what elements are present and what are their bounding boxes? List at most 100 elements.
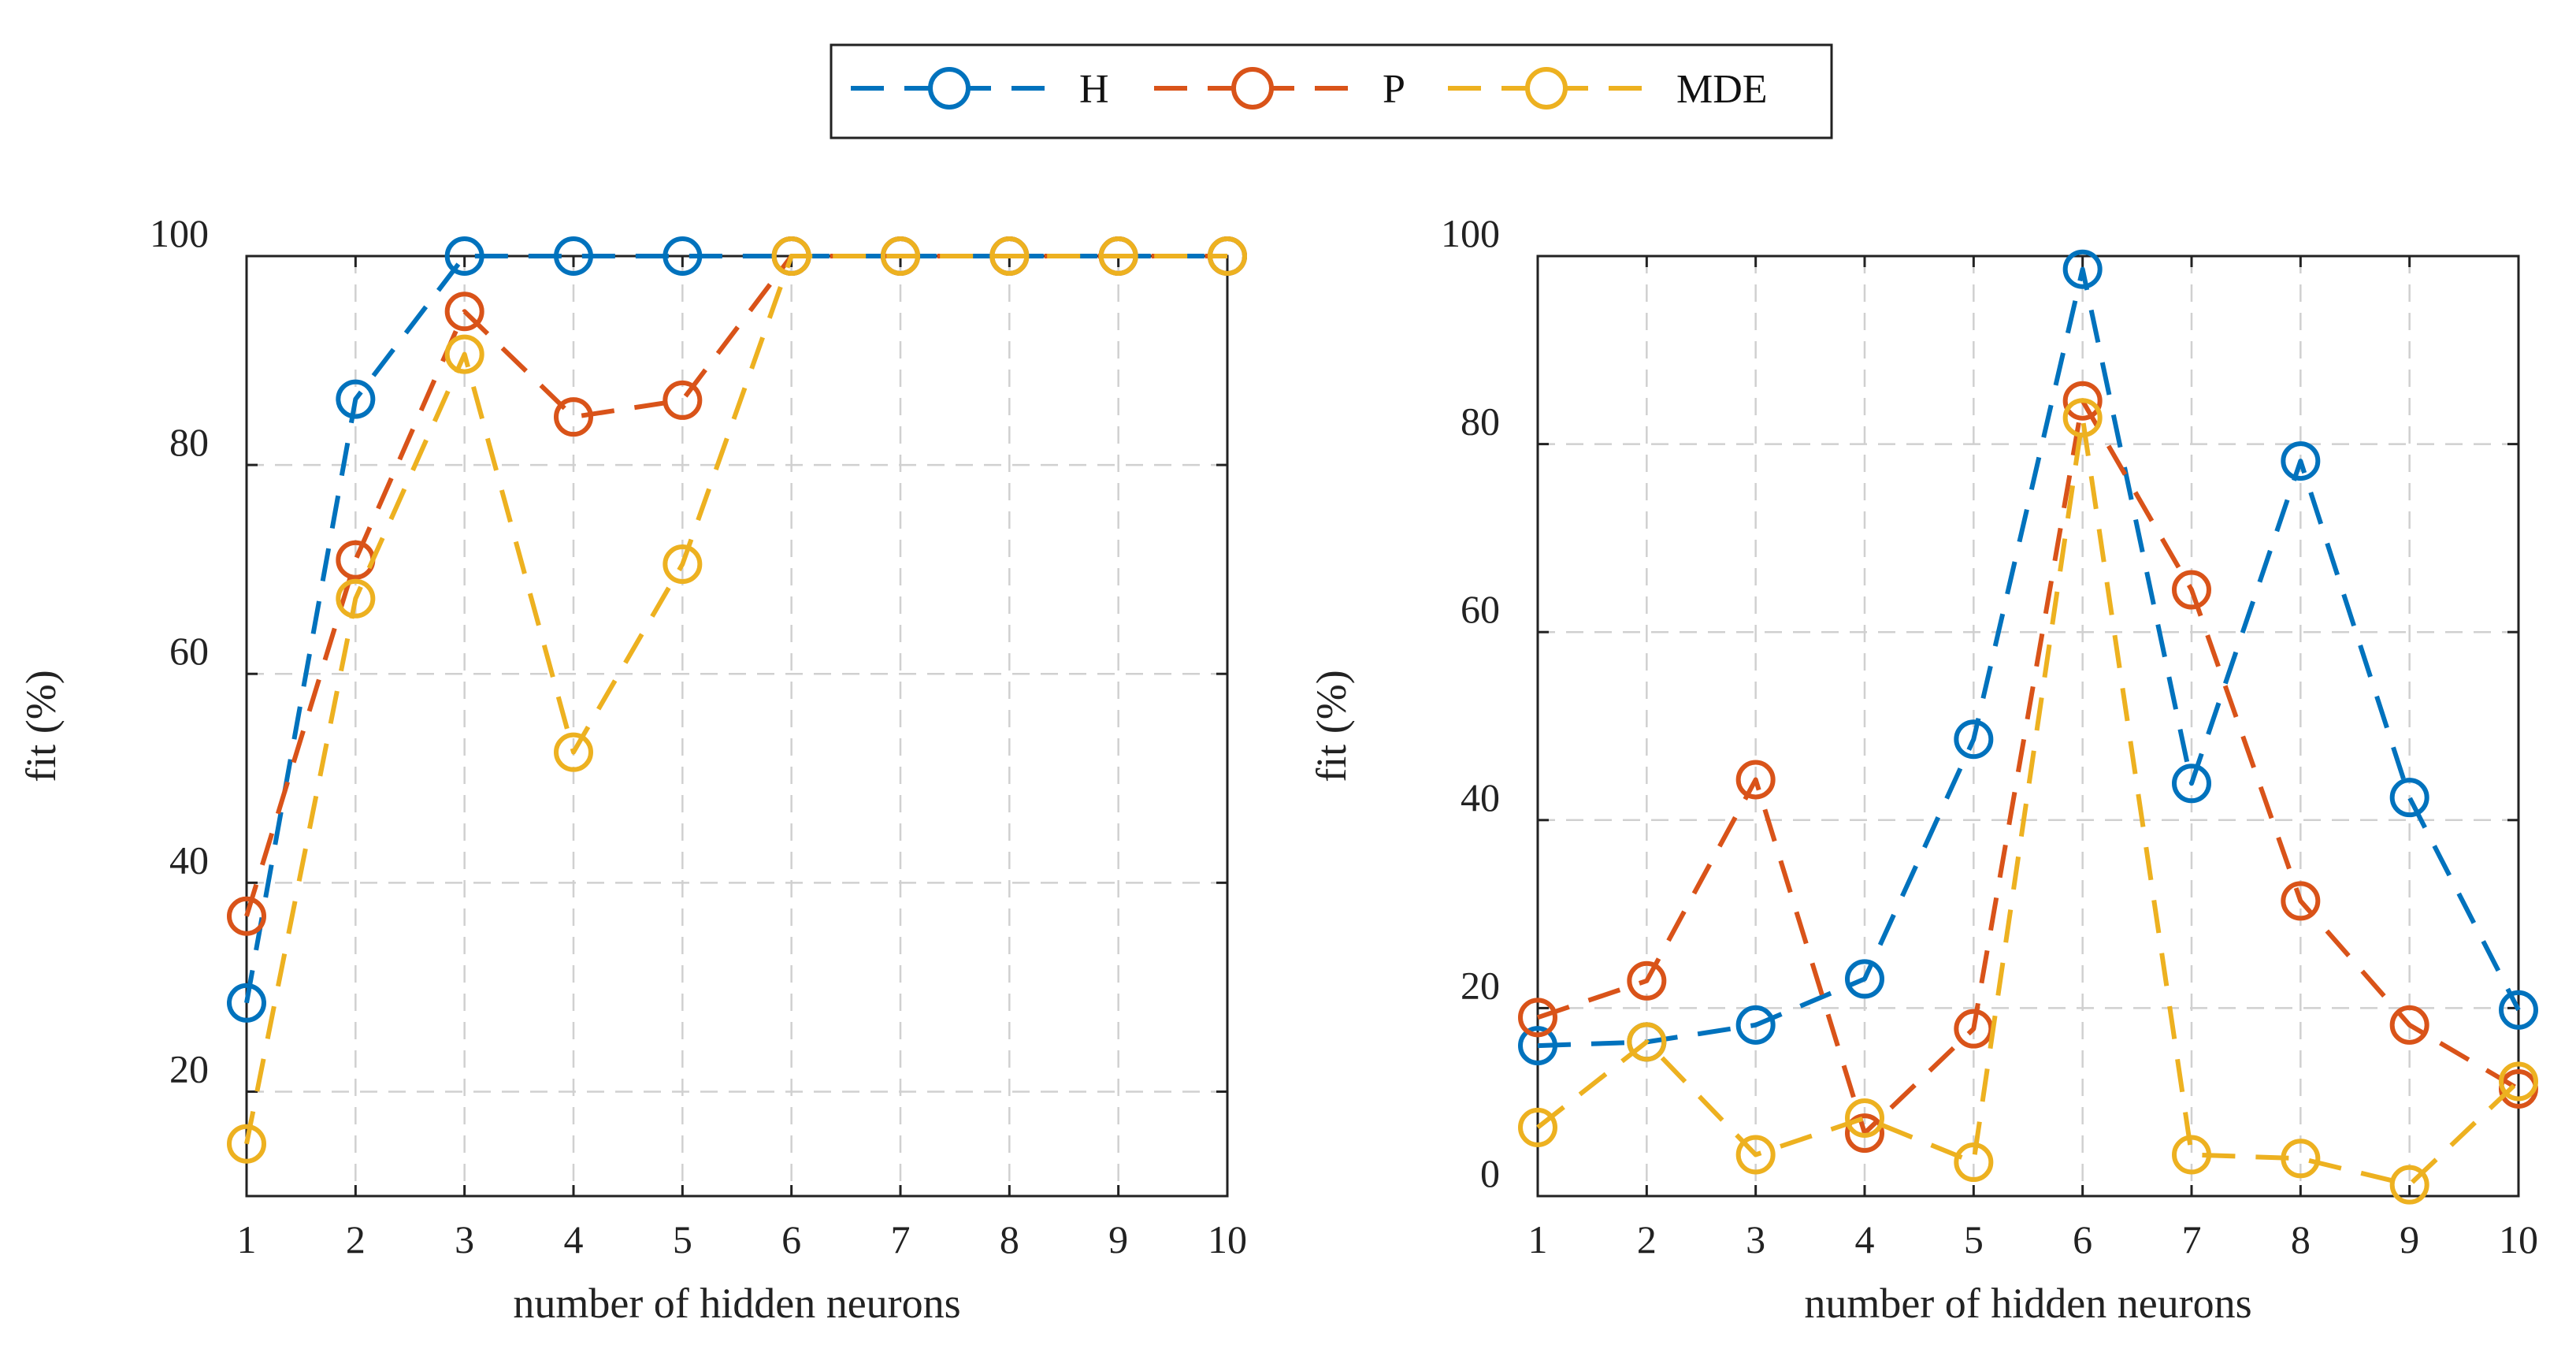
right-ytick-label-60: 60 [1461, 587, 1500, 631]
right-point-h-9 [2389, 778, 2429, 818]
right-series-mde [1518, 398, 2538, 1205]
right-ytick-label-80: 80 [1461, 399, 1500, 444]
right-series-line-p [1537, 398, 2520, 1136]
right-point-mde-8 [2281, 1139, 2321, 1179]
left-axes-box [245, 255, 1229, 1198]
right-point-h-10 [2499, 990, 2538, 1030]
left-xtick-label-6: 6 [781, 1217, 801, 1261]
left-xtick-label-3: 3 [455, 1217, 474, 1261]
left-x-axis-label: number of hidden neurons [513, 1280, 960, 1327]
right-point-mde-1 [1518, 1107, 1557, 1147]
right-point-p-7 [2172, 570, 2211, 610]
left-point-h-2 [336, 379, 376, 419]
right-point-p-3 [1735, 760, 1776, 800]
legend-item-h: H [851, 67, 1109, 112]
legend-label-h: H [1079, 67, 1109, 112]
right-xtick-label-9: 9 [2400, 1217, 2419, 1261]
right-point-h-5 [1954, 719, 1994, 760]
right-xtick-label-10: 10 [2499, 1217, 2538, 1261]
legend-marker-h [928, 67, 971, 110]
right-point-p-9 [2389, 1005, 2429, 1045]
left-point-mde-5 [663, 544, 703, 585]
right-xtick-label-3: 3 [1746, 1217, 1765, 1261]
right-ytick-label-40: 40 [1461, 775, 1500, 819]
left-xtick-label-1: 1 [237, 1217, 257, 1261]
right-point-h-3 [1735, 1005, 1776, 1045]
right-point-p-6 [2062, 381, 2103, 421]
right-xtick-label-1: 1 [1528, 1217, 1548, 1261]
legend-box [830, 43, 1833, 139]
left-point-h-1 [227, 983, 266, 1023]
right-ytick-label-20: 20 [1461, 963, 1500, 1007]
left-xtick-label-10: 10 [1208, 1217, 1247, 1261]
left-xtick-label-8: 8 [1000, 1217, 1019, 1261]
left-ytick-label-100: 100 [150, 211, 209, 255]
right-point-mde-4 [1845, 1098, 1884, 1138]
right-point-mde-3 [1735, 1135, 1776, 1175]
left-point-mde-7 [881, 236, 920, 276]
right-point-mde-6 [2062, 398, 2103, 438]
right-series-line-mde [1536, 415, 2521, 1187]
right-point-p-2 [1627, 960, 1667, 1001]
left-ytick-label-60: 60 [169, 629, 209, 673]
right-xtick-label-7: 7 [2182, 1217, 2202, 1261]
left-xtick-label-2: 2 [346, 1217, 366, 1261]
right-xtick-label-5: 5 [1964, 1217, 1984, 1261]
left-point-h-4 [554, 236, 593, 276]
left-point-h-5 [663, 236, 703, 276]
legend-label-p: P [1383, 67, 1405, 112]
left-point-h-3 [444, 236, 484, 276]
right-y-axis-label: fit (%) [1308, 670, 1355, 782]
right-point-h-8 [2281, 441, 2321, 481]
right-point-h-4 [1845, 959, 1884, 999]
right-point-mde-5 [1954, 1143, 1994, 1183]
right-point-p-8 [2281, 881, 2321, 921]
left-point-mde-1 [227, 1124, 266, 1164]
left-point-mde-3 [444, 334, 484, 374]
right-point-h-6 [2062, 249, 2103, 289]
left-point-mde-2 [336, 578, 376, 619]
legend-item-mde: MDE [1448, 67, 1768, 112]
right-ytick-label-0: 0 [1480, 1151, 1500, 1195]
right-point-h-7 [2172, 764, 2211, 804]
left-point-mde-8 [989, 236, 1030, 276]
left-point-p-3 [444, 292, 484, 332]
right-point-mde-2 [1627, 1022, 1667, 1062]
right-series-p [1518, 381, 2538, 1154]
right-xtick-label-8: 8 [2291, 1217, 2311, 1261]
legend-item-p: P [1154, 67, 1405, 112]
left-point-p-5 [663, 380, 703, 420]
right-series-line-h [1537, 266, 2521, 1049]
left-xtick-label-7: 7 [891, 1217, 911, 1261]
left-point-p-4 [554, 397, 593, 437]
right-plot-area [1538, 256, 2518, 1196]
left-point-mde-4 [554, 732, 593, 772]
left-chart: 1 2 3 4 5 6 7 8 9 10 20 40 60 80 100 number of hidden n… [17, 211, 1247, 1327]
legend-marker-p [1231, 67, 1274, 110]
left-point-p-1 [227, 896, 266, 936]
left-y-axis-label: fit (%) [17, 670, 65, 782]
right-point-mde-9 [2389, 1165, 2429, 1205]
left-series-line-mde [244, 254, 1227, 1145]
left-series-mde [227, 236, 1247, 1164]
left-ytick-label-20: 20 [169, 1046, 209, 1090]
right-xtick-label-4: 4 [1855, 1217, 1875, 1261]
right-point-mde-10 [2499, 1061, 2538, 1102]
right-point-p-4 [1845, 1113, 1884, 1154]
right-axes-box [1536, 255, 2520, 1198]
legend-label-mde: MDE [1676, 67, 1768, 112]
right-point-h-1 [1518, 1026, 1557, 1066]
left-xtick-label-4: 4 [564, 1217, 584, 1261]
right-series-h [1518, 249, 2538, 1066]
left-xtick-label-5: 5 [673, 1217, 692, 1261]
right-xtick-label-2: 2 [1637, 1217, 1657, 1261]
left-plot-area [247, 256, 1227, 1196]
left-xtick-label-9: 9 [1108, 1217, 1128, 1261]
left-ytick-label-40: 40 [169, 838, 209, 882]
right-xtick-label-6: 6 [2073, 1217, 2092, 1261]
right-point-p-1 [1518, 998, 1557, 1038]
left-point-mde-10 [1208, 236, 1247, 276]
right-point-mde-7 [2172, 1135, 2211, 1175]
